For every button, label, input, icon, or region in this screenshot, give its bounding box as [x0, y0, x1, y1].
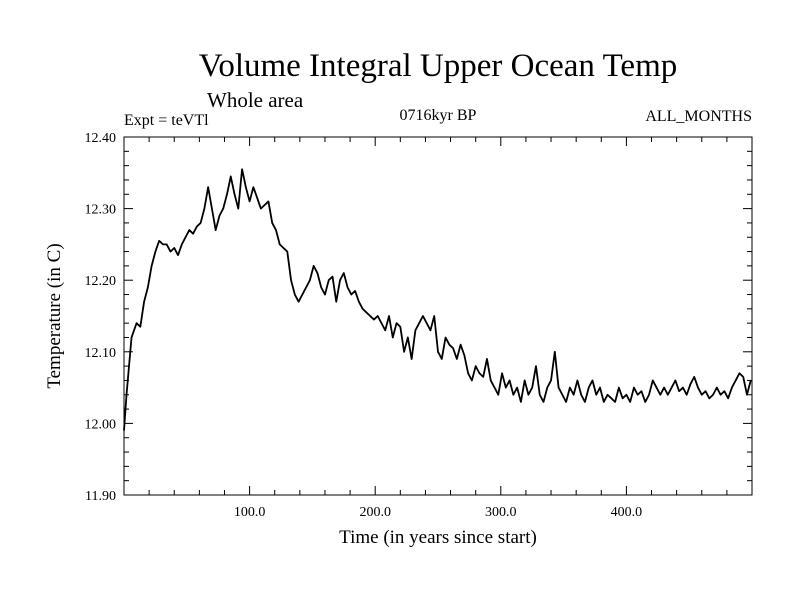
y-tick-label: 12.30	[85, 203, 117, 218]
y-tick-label: 12.10	[85, 346, 117, 361]
experiment-label: Expt = teVTl	[124, 112, 209, 129]
y-tick-label: 12.00	[85, 417, 117, 432]
x-tick-label: 300.0	[485, 505, 517, 520]
y-tick-label: 11.90	[85, 489, 116, 504]
y-tick-label: 12.40	[85, 131, 117, 146]
chart-title: Volume Integral Upper Ocean Temp	[199, 48, 677, 84]
x-tick-label: 200.0	[359, 505, 391, 520]
temperature-series-line	[123, 168, 752, 431]
y-axis-label: Temperature (in C)	[44, 243, 65, 388]
x-axis-label: Time (in years since start)	[339, 527, 537, 548]
y-tick-label: 12.20	[85, 274, 117, 289]
months-label: ALL_MONTHS	[645, 108, 752, 125]
chart-subtitle: Whole area	[207, 88, 304, 112]
x-tick-label: 400.0	[611, 505, 643, 520]
plot-frame	[123, 136, 753, 496]
axis-ticks: 11.90 12.00 12.10 12.20 12.30 12.40 100.0 200.0…	[85, 131, 752, 520]
x-tick-label: 100.0	[234, 505, 266, 520]
period-label: 0716kyr BP	[400, 107, 477, 124]
